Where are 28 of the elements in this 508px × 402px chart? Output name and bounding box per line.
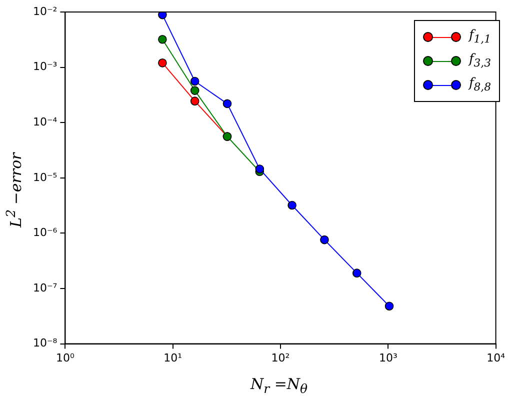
point bbox=[255, 164, 264, 174]
legend-label: f$_{3,3}$ bbox=[468, 52, 491, 70]
y-tick-label: 10⁻² bbox=[32, 4, 58, 18]
x-tick-label: 10¹ bbox=[164, 351, 182, 364]
y-tick-label: 10⁻⁸ bbox=[32, 336, 58, 350]
y-tick-label: 10⁻⁶ bbox=[32, 226, 58, 240]
point bbox=[190, 96, 200, 106]
point bbox=[288, 200, 296, 210]
point bbox=[320, 235, 329, 244]
point bbox=[190, 76, 200, 86]
point bbox=[158, 34, 167, 44]
point bbox=[222, 99, 232, 108]
y-tick-label: 10⁻³ bbox=[32, 60, 58, 74]
x-tick-label: 10⁴ bbox=[486, 351, 506, 364]
point bbox=[190, 86, 200, 95]
point bbox=[384, 302, 394, 311]
y-tick-label: 10⁻⁷ bbox=[32, 281, 58, 294]
point bbox=[352, 268, 362, 278]
x-tick-label: 10⁰ bbox=[56, 351, 75, 364]
x-tick-label: 10² bbox=[271, 351, 290, 364]
x-axis-title: N$_{r}$ =N$_{θ}$ bbox=[249, 375, 309, 396]
legend-label: f$_{1,1}$ bbox=[468, 28, 491, 46]
x-tick-label: 10³ bbox=[378, 351, 398, 364]
legend-label: f$_{8,8}$ bbox=[468, 76, 491, 94]
point bbox=[158, 58, 167, 68]
point bbox=[158, 12, 167, 20]
y-tick-label: 10⁻⁴ bbox=[32, 115, 58, 128]
y-tick-label: 10⁻⁵ bbox=[32, 170, 58, 184]
